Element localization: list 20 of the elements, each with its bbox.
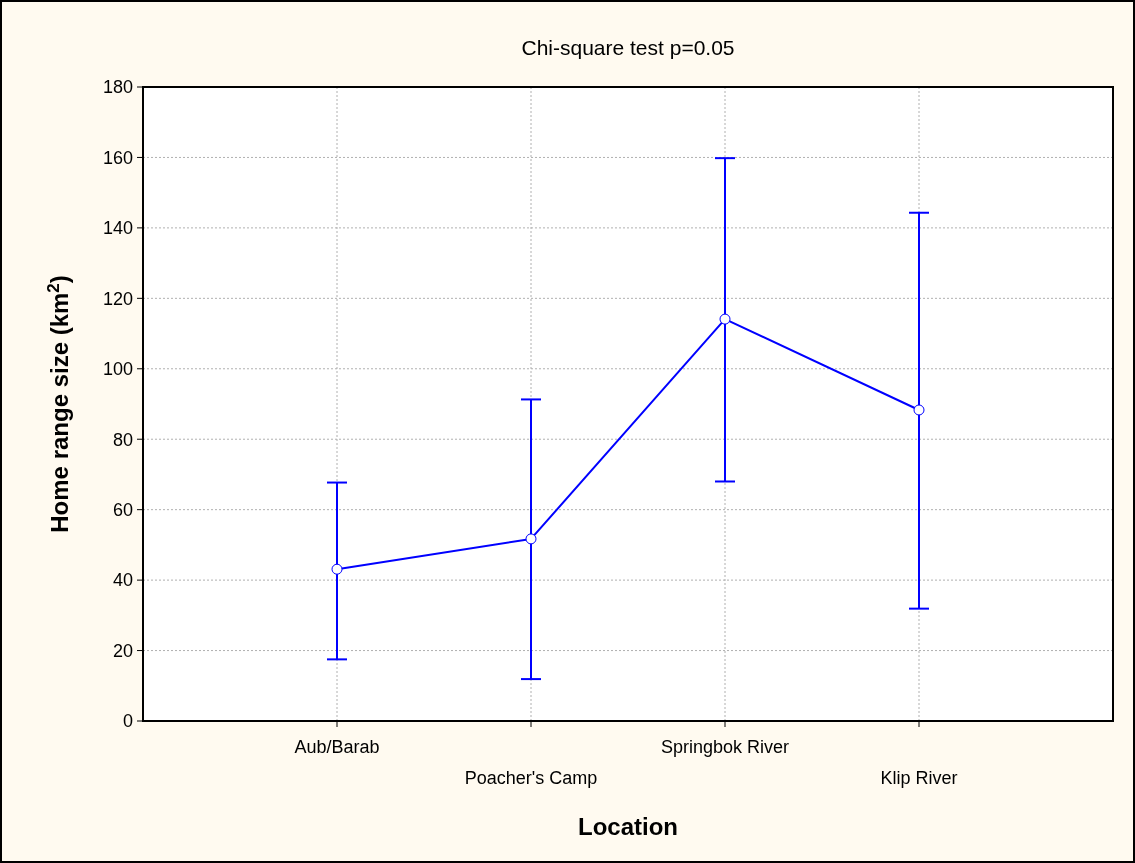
chart-title: Chi-square test p=0.05 — [521, 36, 735, 59]
point — [525, 533, 537, 545]
y-tick-label: 20 — [112, 640, 133, 661]
point — [913, 404, 925, 416]
point — [331, 563, 343, 575]
point — [719, 313, 731, 325]
y-tick-label: 160 — [102, 147, 133, 168]
x-tick-label: Springbok River — [660, 737, 790, 757]
y-tick-label: 120 — [102, 288, 133, 309]
y-tick-label: 80 — [112, 429, 133, 450]
y-tick-label: 180 — [102, 77, 133, 98]
y-tick-label: 40 — [112, 570, 133, 591]
y-tick-label: 140 — [102, 218, 133, 239]
y-tick-label: 60 — [112, 499, 133, 520]
x-tick-label: Poacher's Camp — [464, 768, 598, 788]
x-tick-label: Klip River — [880, 768, 958, 788]
y-tick-label: 0 — [122, 711, 133, 732]
y-tick-label: 100 — [102, 359, 133, 380]
x-tick-label: Aub/Barab — [294, 737, 380, 757]
x-axis-title: Location — [578, 813, 678, 840]
